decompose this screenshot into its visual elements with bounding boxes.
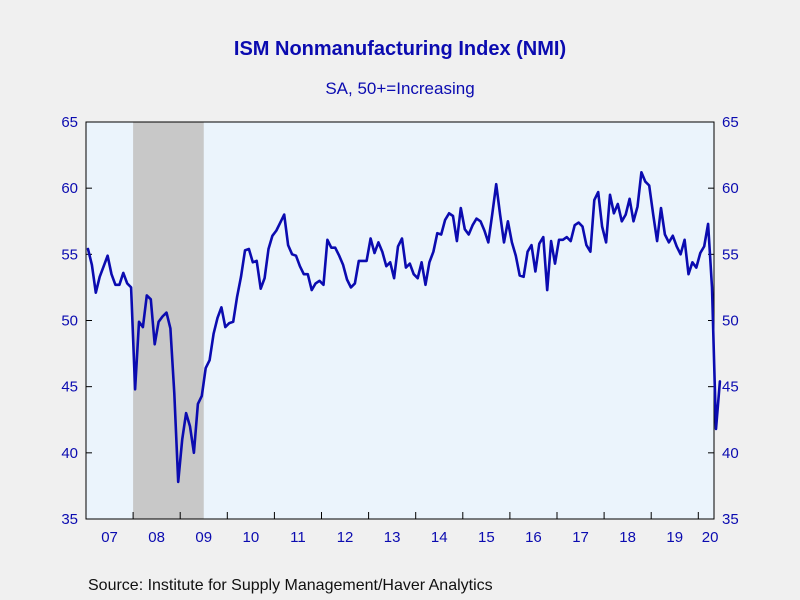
y-tick-label-left: 60 [61,180,78,197]
chart-subtitle: SA, 50+=Increasing [325,79,475,98]
y-tick-label-right: 35 [722,511,739,528]
y-tick-label-left: 40 [61,445,78,462]
y-tick-label-right: 60 [722,180,739,197]
x-tick-label: 15 [478,529,495,546]
x-tick-label: 12 [337,529,354,546]
y-tick-label-left: 50 [61,313,78,330]
x-tick-label: 09 [195,529,212,546]
x-tick-label: 18 [619,529,636,546]
chart-title: ISM Nonmanufacturing Index (NMI) [233,38,567,60]
y-tick-label-left: 35 [61,511,78,528]
x-tick-label: 16 [525,529,542,546]
y-tick-label-right: 50 [722,313,739,330]
x-tick-label: 07 [101,529,118,546]
y-tick-label-left: 65 [61,114,78,131]
y-tick-label-right: 45 [722,379,739,396]
x-tick-label: 20 [702,529,719,546]
y-tick-label-left: 55 [61,246,78,263]
x-tick-label: 11 [290,529,306,546]
y-tick-label-right: 65 [722,114,739,131]
x-tick-label: 19 [666,529,683,546]
y-tick-label-right: 40 [722,445,739,462]
series-line [86,171,722,484]
y-tick-label-left: 45 [61,379,78,396]
x-tick-label: 17 [572,529,589,546]
x-tick-label: 14 [431,529,448,546]
y-tick-label-right: 55 [722,246,739,263]
source-note: Source: Institute for Supply Management/… [88,577,493,594]
x-tick-label: 10 [243,529,260,546]
x-tick-label: 13 [384,529,401,546]
x-tick-label: 08 [148,529,165,546]
